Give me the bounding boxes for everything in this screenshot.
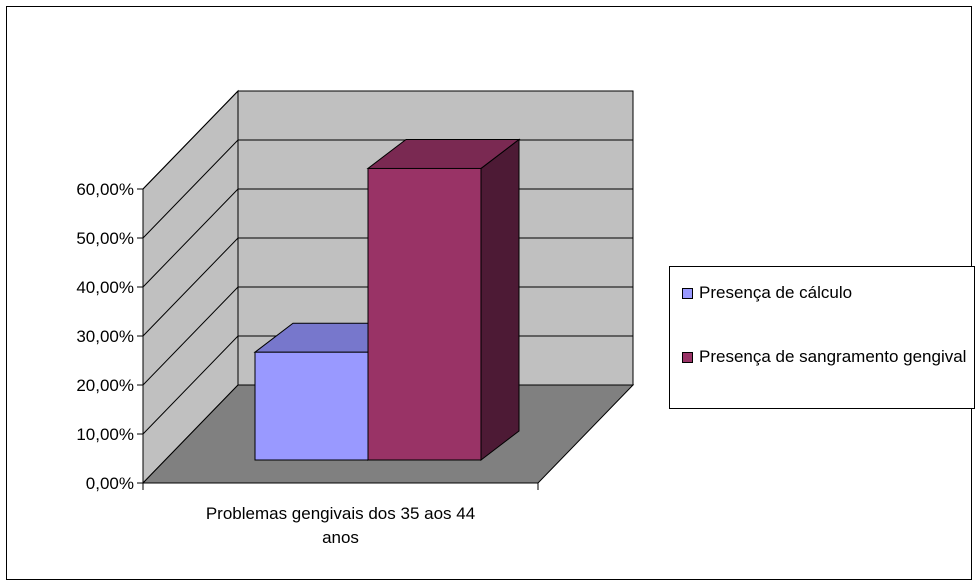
x-category-label: Problemas gengivais dos 35 aos 44 anos <box>206 504 475 547</box>
y-tick-label: 50,00% <box>76 229 134 248</box>
legend-swatch-sangramento <box>682 352 693 363</box>
x-category-label-line: anos <box>322 528 359 547</box>
bar-front <box>254 351 369 461</box>
bars <box>253 138 521 462</box>
y-tick-label: 30,00% <box>76 327 134 346</box>
legend-item-calculo: Presença de cálculo <box>682 281 969 305</box>
y-tick-label: 40,00% <box>76 278 134 297</box>
x-axis-labels: Problemas gengivais dos 35 aos 44 anos <box>206 504 475 547</box>
bar-sangramento <box>366 138 521 462</box>
x-category-label-line: Problemas gengivais dos 35 aos 44 <box>206 504 475 523</box>
y-tick-label: 10,00% <box>76 425 134 444</box>
legend-swatch-calculo <box>682 288 693 299</box>
legend-item-sangramento: Presença de sangramento gengival <box>682 345 969 369</box>
bar-front <box>367 167 482 461</box>
y-axis-ticks: 0,00% 10,00% 20,00% 30,00% 40,00% 50,00% 60,00… <box>76 180 143 493</box>
legend-label-sangramento: Presença de sangramento gengival <box>699 347 967 366</box>
legend: Presença de cálculo Presença de sangrame… <box>669 266 975 409</box>
y-tick-label: 60,00% <box>76 180 134 199</box>
bar-side <box>480 138 520 462</box>
legend-label-calculo: Presença de cálculo <box>699 283 853 302</box>
y-tick-label: 0,00% <box>86 474 134 493</box>
gridline <box>142 90 633 190</box>
y-tick-label: 20,00% <box>76 376 134 395</box>
